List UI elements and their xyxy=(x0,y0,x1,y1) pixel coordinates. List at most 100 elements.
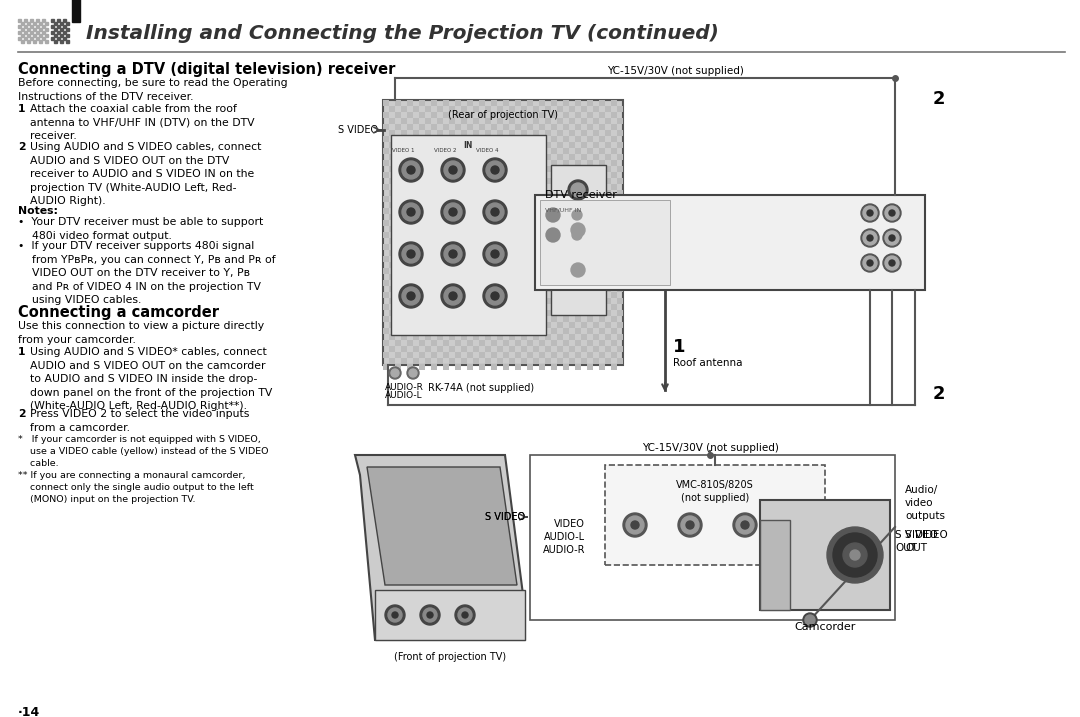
Bar xyxy=(383,220,389,226)
Bar xyxy=(51,25,54,28)
Bar xyxy=(575,100,581,106)
Bar xyxy=(569,190,575,196)
Bar xyxy=(599,280,605,286)
Bar xyxy=(617,286,623,292)
Text: Use this connection to view a picture directly
from your camcorder.: Use this connection to view a picture di… xyxy=(18,321,265,345)
Bar xyxy=(557,166,563,172)
Bar xyxy=(413,274,419,280)
Bar xyxy=(545,142,551,148)
Bar xyxy=(395,244,401,250)
Bar xyxy=(467,136,473,142)
Bar xyxy=(389,238,395,244)
Bar xyxy=(497,226,503,232)
Bar xyxy=(557,262,563,268)
Bar xyxy=(491,160,497,166)
Bar xyxy=(426,106,431,112)
Text: Before connecting, be sure to read the Operating
Instructions of the DTV receive: Before connecting, be sure to read the O… xyxy=(18,78,287,102)
Text: 2: 2 xyxy=(933,90,945,108)
Bar xyxy=(449,238,455,244)
Bar xyxy=(527,244,534,250)
Bar xyxy=(605,106,611,112)
Bar xyxy=(581,322,588,328)
Bar xyxy=(491,148,497,154)
Bar xyxy=(461,298,467,304)
Text: VMC-810S/820S: VMC-810S/820S xyxy=(676,480,754,490)
Bar xyxy=(530,455,895,620)
Bar xyxy=(383,232,389,238)
Bar xyxy=(485,274,491,280)
Bar xyxy=(389,310,395,316)
Bar xyxy=(437,334,443,340)
Bar xyxy=(593,274,599,280)
Circle shape xyxy=(409,369,417,377)
Circle shape xyxy=(423,608,437,622)
Bar xyxy=(473,286,480,292)
Bar xyxy=(473,358,480,364)
Bar xyxy=(461,202,467,208)
Bar xyxy=(485,250,491,256)
Bar xyxy=(437,106,443,112)
Bar xyxy=(42,19,45,22)
Bar xyxy=(431,232,437,238)
Bar xyxy=(413,346,419,352)
Bar xyxy=(443,328,449,334)
Bar xyxy=(66,28,69,31)
Bar xyxy=(455,292,461,298)
Bar xyxy=(63,37,66,40)
Bar xyxy=(588,328,593,334)
Text: Roof antenna: Roof antenna xyxy=(673,358,743,368)
Bar xyxy=(581,274,588,280)
Bar xyxy=(617,298,623,304)
Bar xyxy=(557,274,563,280)
Bar xyxy=(534,214,539,220)
Bar xyxy=(563,292,569,298)
Circle shape xyxy=(444,203,462,221)
Bar xyxy=(24,19,27,22)
Bar xyxy=(497,334,503,340)
Bar xyxy=(480,340,485,346)
Bar xyxy=(467,280,473,286)
Bar xyxy=(389,142,395,148)
Bar xyxy=(551,292,557,298)
Bar xyxy=(383,148,389,154)
Bar xyxy=(605,214,611,220)
Circle shape xyxy=(889,235,895,241)
Bar xyxy=(66,40,69,43)
Bar xyxy=(575,232,581,238)
Circle shape xyxy=(458,608,472,622)
Text: 1: 1 xyxy=(18,347,26,357)
Bar xyxy=(480,136,485,142)
Circle shape xyxy=(833,533,877,577)
Circle shape xyxy=(384,605,405,625)
Bar xyxy=(539,268,545,274)
Bar xyxy=(480,124,485,130)
Bar xyxy=(485,118,491,124)
Bar xyxy=(443,208,449,214)
Bar xyxy=(443,304,449,310)
Bar xyxy=(491,316,497,322)
Bar xyxy=(491,256,497,262)
Bar xyxy=(575,316,581,322)
Bar xyxy=(437,142,443,148)
Bar xyxy=(437,346,443,352)
Bar xyxy=(383,268,389,274)
Bar xyxy=(611,232,617,238)
Bar xyxy=(461,190,467,196)
Bar xyxy=(455,124,461,130)
Bar xyxy=(491,220,497,226)
Bar xyxy=(461,250,467,256)
Bar xyxy=(485,178,491,184)
Bar xyxy=(557,106,563,112)
Bar xyxy=(401,190,407,196)
Bar xyxy=(426,310,431,316)
Bar xyxy=(539,172,545,178)
Bar xyxy=(503,112,509,118)
Bar xyxy=(66,34,69,37)
Text: •  Your DTV receiver must be able to support
    480i video format output.: • Your DTV receiver must be able to supp… xyxy=(18,217,264,241)
Bar xyxy=(455,304,461,310)
Bar xyxy=(27,34,30,37)
Bar xyxy=(413,142,419,148)
Bar xyxy=(527,280,534,286)
Circle shape xyxy=(686,521,694,529)
Bar xyxy=(407,232,413,238)
